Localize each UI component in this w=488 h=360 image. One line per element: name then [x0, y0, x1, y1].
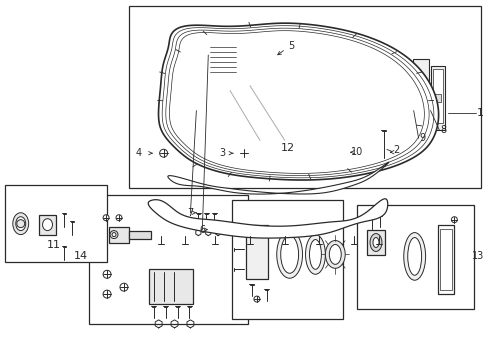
- Circle shape: [120, 283, 128, 291]
- Text: 2: 2: [393, 145, 399, 155]
- Bar: [433, 94, 441, 102]
- Bar: [232, 200, 343, 319]
- Ellipse shape: [407, 238, 421, 275]
- Text: 10: 10: [350, 147, 363, 157]
- Text: 11: 11: [46, 240, 61, 251]
- Ellipse shape: [280, 235, 298, 273]
- Ellipse shape: [325, 240, 345, 268]
- Text: 1: 1: [476, 108, 483, 117]
- Polygon shape: [167, 162, 388, 194]
- Text: 6: 6: [199, 225, 205, 235]
- Ellipse shape: [328, 244, 341, 264]
- Ellipse shape: [309, 239, 321, 269]
- Bar: [5, 185, 107, 262]
- Ellipse shape: [305, 235, 325, 274]
- Circle shape: [112, 233, 116, 237]
- Bar: [196, 85, 240, 122]
- Ellipse shape: [403, 233, 425, 280]
- Bar: [412, 59, 427, 138]
- Ellipse shape: [372, 238, 378, 247]
- Polygon shape: [158, 23, 438, 180]
- Text: 12: 12: [280, 143, 294, 153]
- Bar: [429, 66, 445, 130]
- Bar: [129, 231, 150, 239]
- Text: 3: 3: [219, 148, 225, 158]
- Polygon shape: [148, 199, 387, 238]
- Circle shape: [253, 296, 259, 302]
- Ellipse shape: [369, 234, 381, 251]
- Text: 5: 5: [288, 41, 294, 51]
- Bar: [89, 195, 247, 324]
- Bar: [109, 227, 129, 243]
- Bar: [129, 6, 480, 188]
- Ellipse shape: [13, 213, 29, 235]
- Bar: [208, 43, 238, 78]
- Text: 14: 14: [74, 251, 88, 261]
- Circle shape: [240, 149, 247, 157]
- Circle shape: [116, 215, 122, 221]
- Text: 8: 8: [440, 125, 446, 135]
- Text: 4: 4: [136, 148, 142, 158]
- Circle shape: [17, 220, 25, 228]
- Circle shape: [160, 149, 167, 157]
- Bar: [339, 148, 344, 162]
- Bar: [199, 88, 237, 120]
- Circle shape: [103, 215, 109, 221]
- Circle shape: [110, 231, 118, 239]
- Text: 13: 13: [471, 251, 483, 261]
- Circle shape: [103, 270, 111, 278]
- Text: 9: 9: [419, 133, 425, 143]
- Ellipse shape: [42, 219, 52, 231]
- Bar: [440, 229, 451, 290]
- Bar: [39, 215, 56, 235]
- Bar: [432, 69, 443, 123]
- Bar: [366, 230, 384, 255]
- Ellipse shape: [16, 217, 26, 231]
- Bar: [356, 205, 473, 309]
- Ellipse shape: [276, 231, 302, 278]
- Bar: [438, 225, 453, 294]
- Text: 7: 7: [187, 208, 193, 218]
- Circle shape: [103, 290, 111, 298]
- Circle shape: [450, 217, 456, 223]
- Bar: [245, 225, 267, 279]
- Bar: [148, 269, 193, 304]
